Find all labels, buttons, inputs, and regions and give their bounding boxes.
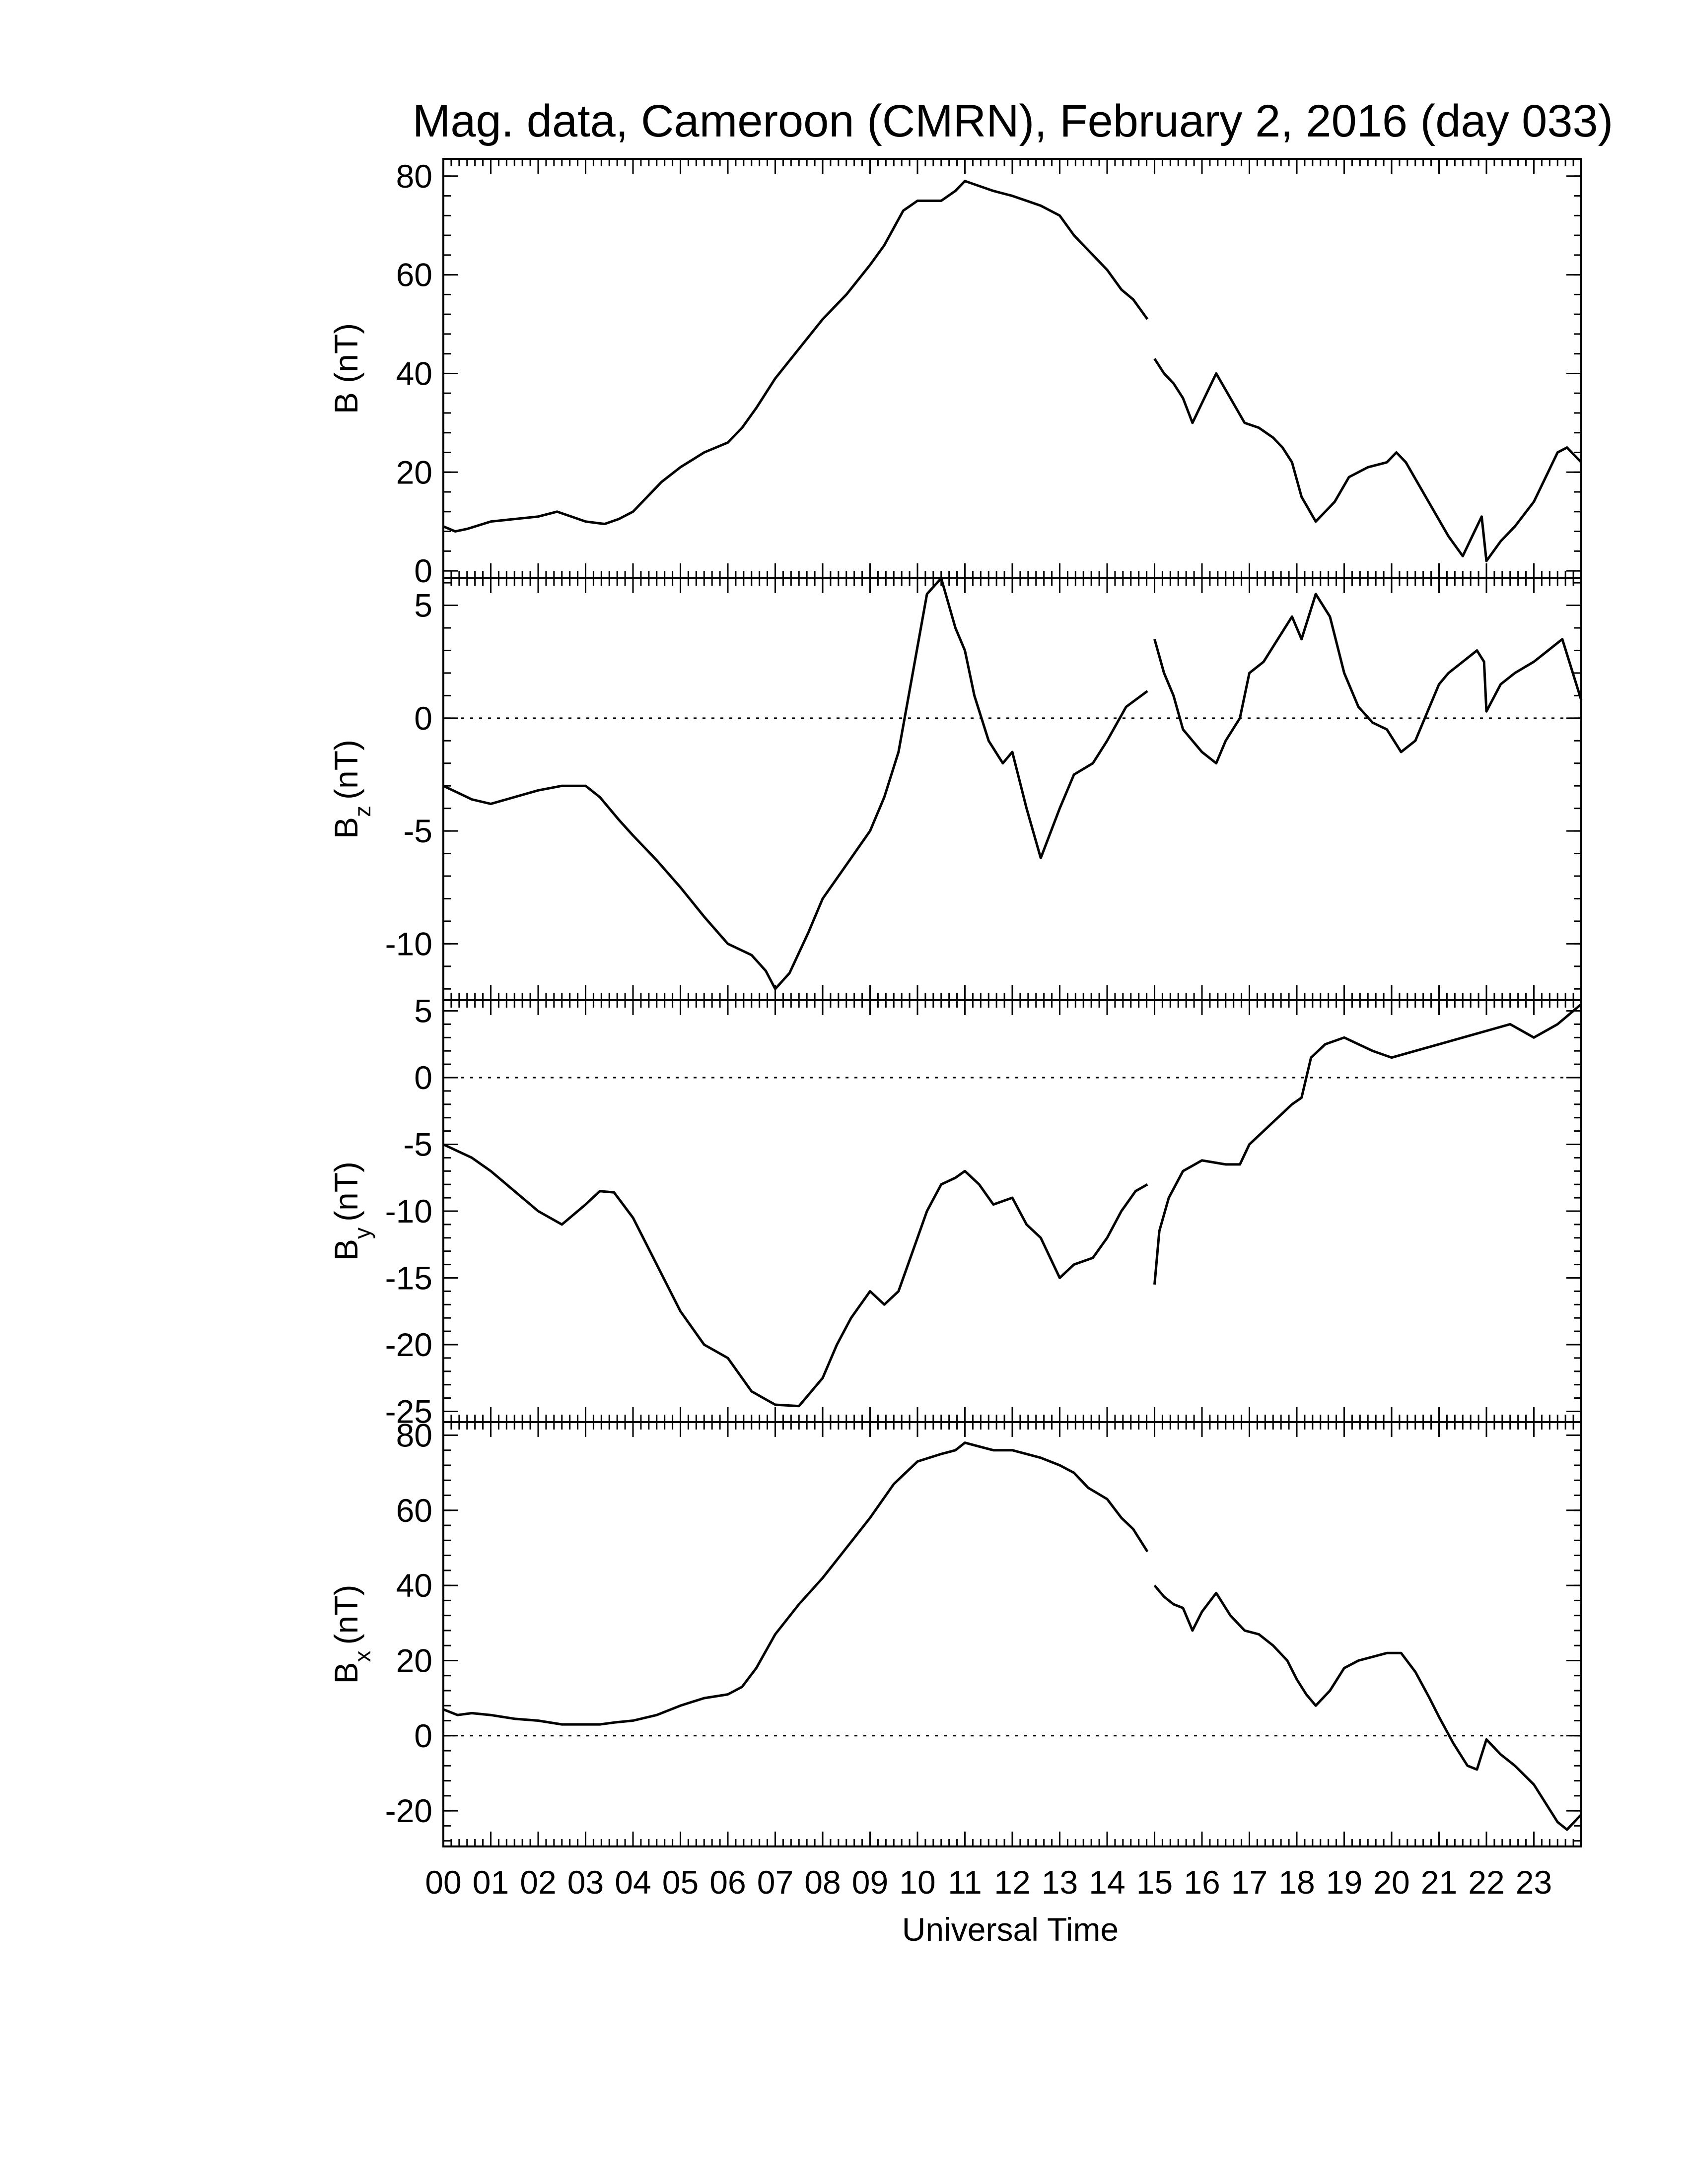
y-axis-label-B: B (nT) (328, 323, 364, 414)
x-tick-label: 01 (473, 1864, 509, 1901)
series-line-Bx (1153, 1584, 1582, 1831)
y-tick-label: -5 (403, 813, 432, 849)
panel-Bz: -10 -5 0 5 Bz(nT) (328, 577, 1583, 1001)
panel-Bx: -20 0 20 40 60 80 Bx(nT) 00 01 02 03 04 05 06 07 08 09 10… (328, 1417, 1582, 1901)
y-tick-label: 80 (396, 1417, 432, 1453)
x-tick-label: 10 (899, 1864, 935, 1901)
x-tick-label: 07 (757, 1864, 793, 1901)
y-tick-label: -5 (403, 1126, 432, 1163)
y-tick-label: 0 (414, 552, 432, 589)
x-tick-label: 19 (1326, 1864, 1362, 1901)
panel-frame-By (442, 999, 1582, 1423)
y-tick-label: -25 (385, 1393, 432, 1430)
x-tick-label: 03 (567, 1864, 604, 1901)
x-axis-label: Universal Time (902, 1911, 1119, 1948)
series-line-By (1153, 1003, 1582, 1285)
x-tick-label: 23 (1516, 1864, 1552, 1901)
y-tick-label: 60 (396, 257, 432, 293)
y-tick-label: -20 (385, 1792, 432, 1829)
y-tick-label: 5 (414, 587, 432, 624)
panel-B: 0 20 40 60 80 B (nT) (328, 158, 1582, 589)
x-tick-label: 09 (852, 1864, 888, 1901)
x-tick-label: 17 (1231, 1864, 1267, 1901)
x-tick-label: 08 (804, 1864, 841, 1901)
y-tick-label: 5 (414, 993, 432, 1029)
panel-frame-B (442, 158, 1582, 579)
x-tick-label: 02 (520, 1864, 556, 1901)
x-tick-label: 14 (1089, 1864, 1125, 1901)
y-axis-label-Bz: Bz(nT) (328, 740, 375, 839)
x-tick-label: 20 (1373, 1864, 1409, 1901)
y-axis-label-By: By(nT) (328, 1161, 375, 1261)
x-tick-label: 15 (1136, 1864, 1173, 1901)
series-line-Bx (443, 1441, 1149, 1726)
x-tick-label: 16 (1184, 1864, 1220, 1901)
series-line-By (442, 1143, 1148, 1408)
x-tick-label: 22 (1468, 1864, 1504, 1901)
series-line-Bz (1153, 593, 1583, 765)
y-tick-label: 0 (414, 1717, 432, 1754)
x-tick-label: 11 (948, 1864, 982, 1901)
x-tick-label: 21 (1421, 1864, 1457, 1901)
series-line-B (1153, 358, 1582, 562)
x-tick-label: 18 (1278, 1864, 1315, 1901)
y-axis-label-Bx: Bx(nT) (328, 1584, 375, 1684)
x-tick-label: 04 (615, 1864, 651, 1901)
chart-title: Mag. data, Cameroon (CMRN), February 2, … (413, 96, 1614, 146)
y-tick-label: -10 (385, 925, 432, 962)
panel-frame-Bz (442, 577, 1582, 1001)
x-tick-label: 06 (709, 1864, 746, 1901)
panel-frame-Bx (442, 1421, 1582, 1847)
x-tick-label: 05 (662, 1864, 699, 1901)
x-tick-label: 00 (425, 1864, 461, 1901)
y-tick-label: 20 (396, 1642, 432, 1679)
y-tick-label: -10 (385, 1193, 432, 1229)
y-tick-label: 40 (396, 355, 432, 392)
y-tick-label: 0 (414, 1059, 432, 1096)
y-tick-label: 20 (396, 454, 432, 490)
y-tick-label: -15 (385, 1259, 432, 1296)
y-tick-label: -20 (385, 1326, 432, 1363)
series-line-Bz (442, 577, 1148, 990)
y-tick-label: 0 (414, 700, 432, 737)
series-line-B (443, 180, 1149, 533)
y-tick-label: 40 (396, 1567, 432, 1604)
x-tick-label: 13 (1042, 1864, 1078, 1901)
x-tick-label: 12 (994, 1864, 1030, 1901)
panel-By: -25 -20 -15 -10 -5 0 5 By(nT) (328, 993, 1582, 1430)
y-tick-label: 60 (396, 1492, 432, 1529)
y-tick-label: 80 (396, 158, 432, 195)
